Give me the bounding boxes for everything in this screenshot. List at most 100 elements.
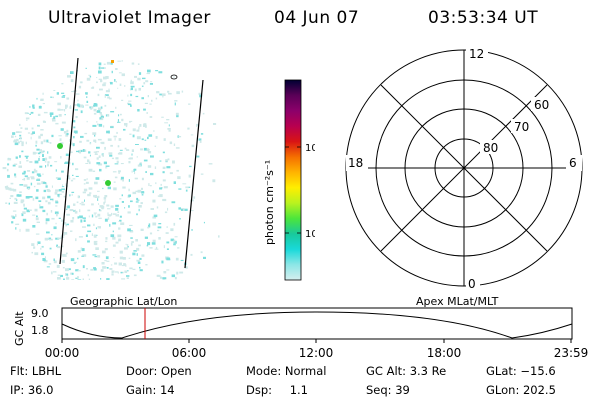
image-speckle (58, 196, 60, 198)
image-speckle (119, 149, 123, 151)
image-speckle (136, 156, 138, 158)
image-marker-orange (111, 60, 114, 63)
image-speckle (10, 182, 14, 185)
image-speckle (25, 117, 30, 120)
image-speckle (102, 125, 105, 128)
image-speckle (117, 211, 120, 213)
image-speckle (48, 263, 52, 265)
image-speckle (118, 238, 121, 242)
image-speckle (138, 208, 140, 212)
image-speckle (150, 155, 154, 158)
image-speckle (106, 204, 110, 207)
image-speckle (66, 97, 70, 100)
colorbar-label: photon cm⁻²s⁻¹ (263, 160, 276, 245)
image-speckle (46, 139, 49, 143)
image-speckle (139, 269, 143, 272)
image-speckle (133, 168, 137, 171)
info-door-value: Open (160, 364, 192, 378)
image-speckle (98, 163, 103, 166)
image-speckle (52, 96, 54, 99)
image-speckle (42, 92, 44, 95)
image-speckle (124, 123, 128, 126)
image-speckle (144, 102, 148, 104)
image-speckle (40, 129, 44, 131)
image-speckle (83, 156, 87, 159)
info-seq-label: Seq: (366, 383, 392, 397)
image-speckle (63, 109, 66, 112)
image-speckle (80, 110, 83, 114)
image-speckle (100, 79, 103, 83)
image-speckle (143, 82, 146, 85)
image-speckle (26, 159, 29, 162)
image-speckle (87, 159, 90, 163)
image-speckle (152, 199, 156, 203)
info-dsp-value: 1.1 (289, 383, 308, 397)
image-speckle (105, 237, 108, 240)
time-tick-1800: 18:00 (427, 346, 462, 360)
image-speckle (80, 81, 83, 84)
info-filter: Flt: LBHL (10, 364, 61, 378)
instrument-title: Ultraviolet Imager (48, 8, 211, 28)
image-speckle (129, 133, 132, 135)
image-speckle (61, 121, 66, 124)
image-speckle (118, 262, 122, 266)
image-speckle (173, 143, 176, 146)
image-speckle (71, 91, 75, 93)
image-speckle (135, 144, 139, 145)
image-speckle (212, 179, 216, 183)
image-speckle (95, 215, 98, 218)
alt-plot-left-title: Geographic Lat/Lon (70, 295, 177, 308)
image-speckle (46, 231, 50, 234)
image-speckle (12, 164, 16, 167)
image-speckle (32, 107, 35, 109)
image-speckle (198, 138, 202, 141)
image-speckle (93, 235, 97, 238)
image-speckle (67, 177, 71, 180)
image-speckle (144, 236, 148, 239)
image-speckle (143, 159, 148, 162)
image-speckle (70, 79, 74, 83)
image-speckle (20, 140, 22, 142)
image-speckle (149, 103, 152, 105)
image-speckle (23, 178, 26, 181)
image-speckle (200, 173, 204, 175)
image-speckle (77, 216, 79, 219)
image-speckle (120, 222, 125, 225)
image-speckle (191, 210, 194, 212)
image-speckle (191, 144, 195, 148)
image-speckle (89, 76, 92, 78)
image-speckle (119, 219, 122, 222)
image-speckle (155, 246, 158, 250)
image-speckle (93, 112, 97, 115)
image-speckles (2, 60, 220, 280)
image-speckle (145, 264, 148, 266)
image-speckle (152, 190, 154, 194)
image-speckle (118, 170, 121, 173)
observation-date: 04 Jun 07 (274, 8, 360, 28)
image-speckle (23, 170, 26, 174)
image-speckle (182, 183, 187, 185)
image-speckle (50, 210, 53, 213)
image-speckle (86, 178, 88, 181)
image-speckle (132, 191, 137, 195)
image-speckle (59, 138, 62, 142)
image-speckle (38, 174, 42, 177)
image-speckle (175, 112, 179, 116)
image-speckle (93, 151, 98, 153)
image-speckle (129, 157, 133, 160)
image-speckle (58, 217, 61, 219)
image-speckle (141, 191, 145, 194)
image-speckle (98, 62, 102, 66)
image-speckle (137, 77, 141, 81)
image-speckle (115, 204, 119, 207)
info-glat-label: GLat: (486, 364, 517, 378)
image-speckle (151, 99, 153, 102)
image-speckle (162, 277, 167, 280)
image-speckle (129, 267, 133, 270)
image-speckle (83, 219, 86, 222)
image-speckle (156, 206, 159, 209)
image-speckle (141, 187, 143, 190)
image-speckle (158, 71, 163, 74)
image-speckle (85, 104, 89, 106)
image-speckle (24, 127, 28, 130)
